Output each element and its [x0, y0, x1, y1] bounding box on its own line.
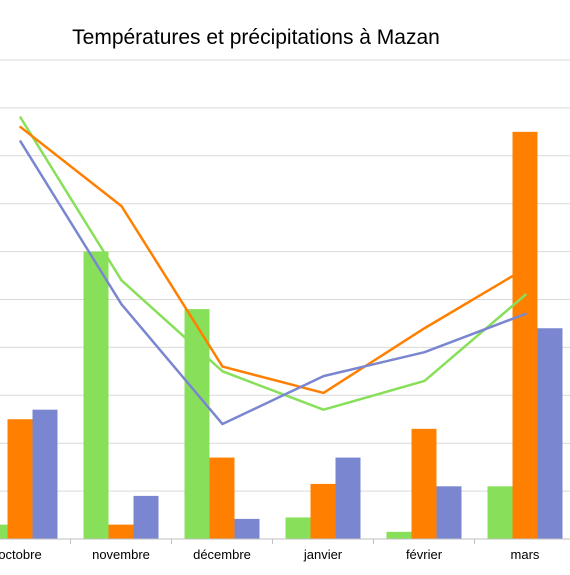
bar: [133, 495, 159, 539]
bars: [0, 131, 563, 539]
series-line: [19, 140, 527, 426]
bar: [0, 524, 8, 539]
x-tick-label: novembre: [92, 547, 150, 562]
x-tick-label: décembre: [193, 547, 251, 562]
lines: [19, 116, 527, 426]
bar: [436, 486, 462, 539]
series-line: [19, 116, 527, 411]
x-tick-label: mars: [511, 547, 540, 562]
x-axis: octobre novembre décembre janvier février mar…: [0, 538, 570, 562]
bar: [108, 524, 134, 539]
x-tick-label: février: [406, 547, 443, 562]
series-line: [19, 125, 527, 395]
bar: [411, 428, 437, 539]
bar: [537, 328, 563, 539]
bar: [7, 419, 33, 539]
chart-title: Températures et précipitations à Mazan: [72, 26, 440, 49]
x-tick-label: octobre: [0, 547, 42, 562]
bar: [487, 486, 513, 539]
bar: [386, 531, 412, 539]
bar: [285, 517, 311, 539]
bar: [335, 457, 361, 539]
bar: [209, 457, 235, 539]
bar: [512, 131, 538, 539]
bar: [184, 309, 210, 539]
bar: [83, 251, 109, 539]
x-tick-label: janvier: [303, 547, 343, 562]
bar: [234, 518, 260, 539]
bar: [310, 483, 336, 539]
bar: [32, 409, 58, 539]
